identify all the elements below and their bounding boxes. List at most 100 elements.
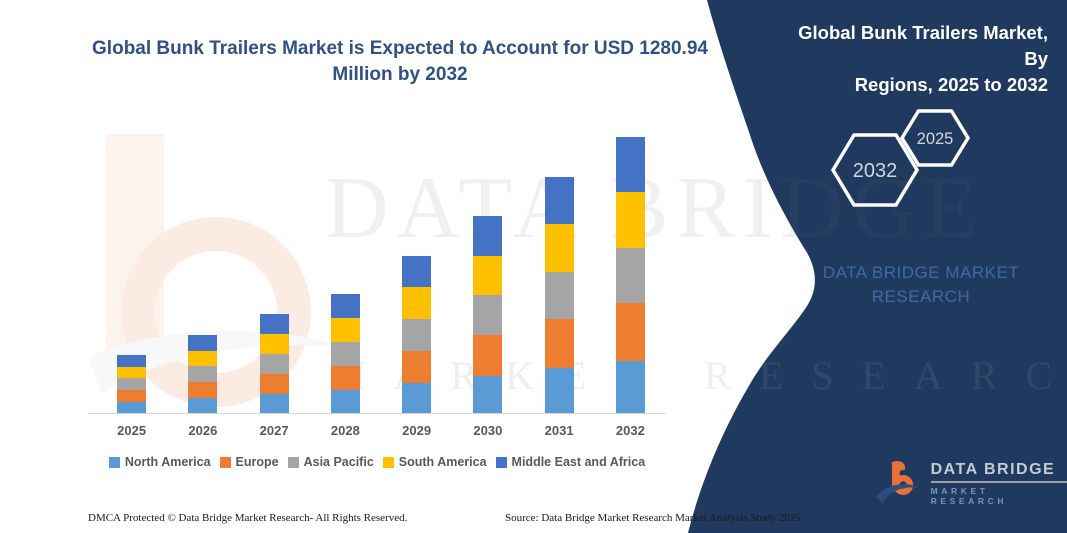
x-axis-label-2030: 2030 <box>473 423 503 438</box>
bar-segment-2030-europe <box>473 335 503 376</box>
bar-segment-2030-asia-pacific <box>473 295 503 336</box>
bar-segment-2028-europe <box>330 365 360 391</box>
legend-swatch <box>382 456 394 468</box>
legend-swatch <box>108 456 120 468</box>
stacked-bar-2025 <box>117 355 147 413</box>
bar-segment-2027-middle-east-and-africa <box>259 314 289 335</box>
panel-brand-line2: RESEARCH <box>871 287 971 306</box>
bar-segment-2025-europe <box>117 389 147 403</box>
panel-brand-text: DATA BRIDGE MARKET RESEARCH <box>790 261 1052 309</box>
bar-segment-2032-south-america <box>615 192 645 248</box>
x-axis-label-2025: 2025 <box>117 423 147 438</box>
legend-swatch <box>287 456 299 468</box>
bar-segment-2025-asia-pacific <box>117 378 147 390</box>
bar-segment-2028-middle-east-and-africa <box>330 294 360 319</box>
bar-segment-2027-europe <box>259 373 289 395</box>
panel-brand-line1: DATA BRIDGE MARKET <box>822 263 1020 282</box>
bar-segment-2026-asia-pacific <box>188 366 218 382</box>
bar-segment-2029-asia-pacific <box>402 319 432 351</box>
logo-swoosh <box>875 484 920 504</box>
hexagons-graphic: 2025 2032 <box>830 109 971 207</box>
bar-segment-2032-europe <box>615 303 645 361</box>
bar-segment-2026-south-america <box>188 350 218 367</box>
bar-segment-2028-asia-pacific <box>330 341 360 366</box>
legend-label: Asia Pacific <box>303 455 374 469</box>
bar-segment-2031-europe <box>544 319 574 369</box>
bar-segment-2029-south-america <box>402 287 432 320</box>
legend-item-europe: Europe <box>219 455 279 469</box>
bar-segment-2032-middle-east-and-africa <box>615 137 645 193</box>
hexagon-2025 <box>899 109 971 167</box>
panel-heading: Global Bunk Trailers Market, By Regions,… <box>770 20 1048 98</box>
dbmr-logo: DATA BRIDGE MARKET RESEARCH <box>874 458 1067 508</box>
legend-item-north-america: North America <box>108 455 211 469</box>
legend-item-south-america: South America <box>382 455 487 469</box>
chart-title-line1: Global Bunk Trailers Market is Expected … <box>92 38 708 59</box>
legend-label: Europe <box>235 455 279 469</box>
panel-heading-line2: Regions, 2025 to 2032 <box>854 74 1048 95</box>
bar-segment-2027-north-america <box>259 394 289 413</box>
bar-chart-plot-area <box>96 137 666 413</box>
bar-segment-2028-south-america <box>330 318 360 342</box>
legend-swatch <box>219 456 231 468</box>
bar-segment-2029-north-america <box>402 383 432 413</box>
legend-label: Middle East and Africa <box>511 455 646 469</box>
hexagon-2032-label: 2032 <box>853 160 898 182</box>
x-axis-label-2026: 2026 <box>188 423 218 438</box>
hexagon-2025-label: 2025 <box>917 130 954 148</box>
legend-item-middle-east-and-africa: Middle East and Africa <box>495 455 646 469</box>
x-axis-label-2032: 2032 <box>615 423 645 438</box>
bar-segment-2030-north-america <box>473 375 503 413</box>
stacked-bar-2031 <box>544 177 574 413</box>
x-axis-label-2029: 2029 <box>402 423 432 438</box>
bar-segment-2029-europe <box>402 350 432 384</box>
legend-swatch <box>495 456 507 468</box>
bar-segment-2027-south-america <box>259 334 289 355</box>
bar-segment-2031-north-america <box>544 368 574 413</box>
bar-segment-2031-middle-east-and-africa <box>544 177 574 225</box>
stacked-bar-2029 <box>402 255 432 413</box>
legend-label: North America <box>124 455 211 469</box>
logo-tagline: MARKET RESEARCH <box>930 485 1008 506</box>
bar-segment-2027-asia-pacific <box>259 354 289 374</box>
legend-item-asia-pacific: Asia Pacific <box>287 455 374 469</box>
bar-segment-2028-north-america <box>330 390 360 413</box>
x-axis-label-2031: 2031 <box>544 423 574 438</box>
bar-segment-2031-asia-pacific <box>544 271 574 320</box>
bar-segment-2026-north-america <box>188 398 218 413</box>
bar-segment-2030-middle-east-and-africa <box>473 216 503 256</box>
stacked-bar-2030 <box>473 216 503 413</box>
footer-source: Source: Data Bridge Market Research Mark… <box>505 512 801 524</box>
bar-segment-2032-north-america <box>615 360 645 413</box>
stacked-bar-2028 <box>330 294 360 413</box>
stacked-bar-2027 <box>259 314 289 413</box>
bar-segment-2026-europe <box>188 381 218 399</box>
dbmr-logo-icon <box>875 461 920 504</box>
bar-segment-2032-asia-pacific <box>615 247 645 304</box>
chart-title-line2: Million by 2032 <box>332 64 468 85</box>
x-axis-line <box>88 413 666 414</box>
bar-segment-2025-middle-east-and-africa <box>117 355 147 367</box>
x-axis-label-2028: 2028 <box>330 423 360 438</box>
navy-panel-shape <box>688 0 1067 533</box>
bar-segment-2025-north-america <box>117 402 147 413</box>
bar-segment-2030-south-america <box>473 255 503 296</box>
chart-title: Global Bunk Trailers Market is Expected … <box>90 36 710 88</box>
hexagon-2032 <box>830 133 920 207</box>
bar-segment-2026-middle-east-and-africa <box>188 335 218 351</box>
logo-name: DATA BRIDGE <box>930 461 1067 483</box>
legend-label: South America <box>398 455 487 469</box>
logo-text: DATA BRIDGE MARKET RESEARCH <box>930 461 1067 506</box>
chart-legend: North America Europe Asia Pacific South Ame… <box>88 455 666 469</box>
panel-heading-line1: Global Bunk Trailers Market, By <box>798 22 1048 69</box>
x-axis-labels: 2025 2026 2027 2028 2029 2030 2031 2032 <box>96 423 666 438</box>
x-axis-label-2027: 2027 <box>259 423 289 438</box>
bar-segment-2029-middle-east-and-africa <box>402 255 432 288</box>
bar-segment-2025-south-america <box>117 366 147 379</box>
stacked-bar-2032 <box>615 137 645 413</box>
bar-segment-2031-south-america <box>544 224 574 272</box>
stacked-bar-2026 <box>188 335 218 413</box>
footer-dmca: DMCA Protected © Data Bridge Market Rese… <box>88 512 408 524</box>
